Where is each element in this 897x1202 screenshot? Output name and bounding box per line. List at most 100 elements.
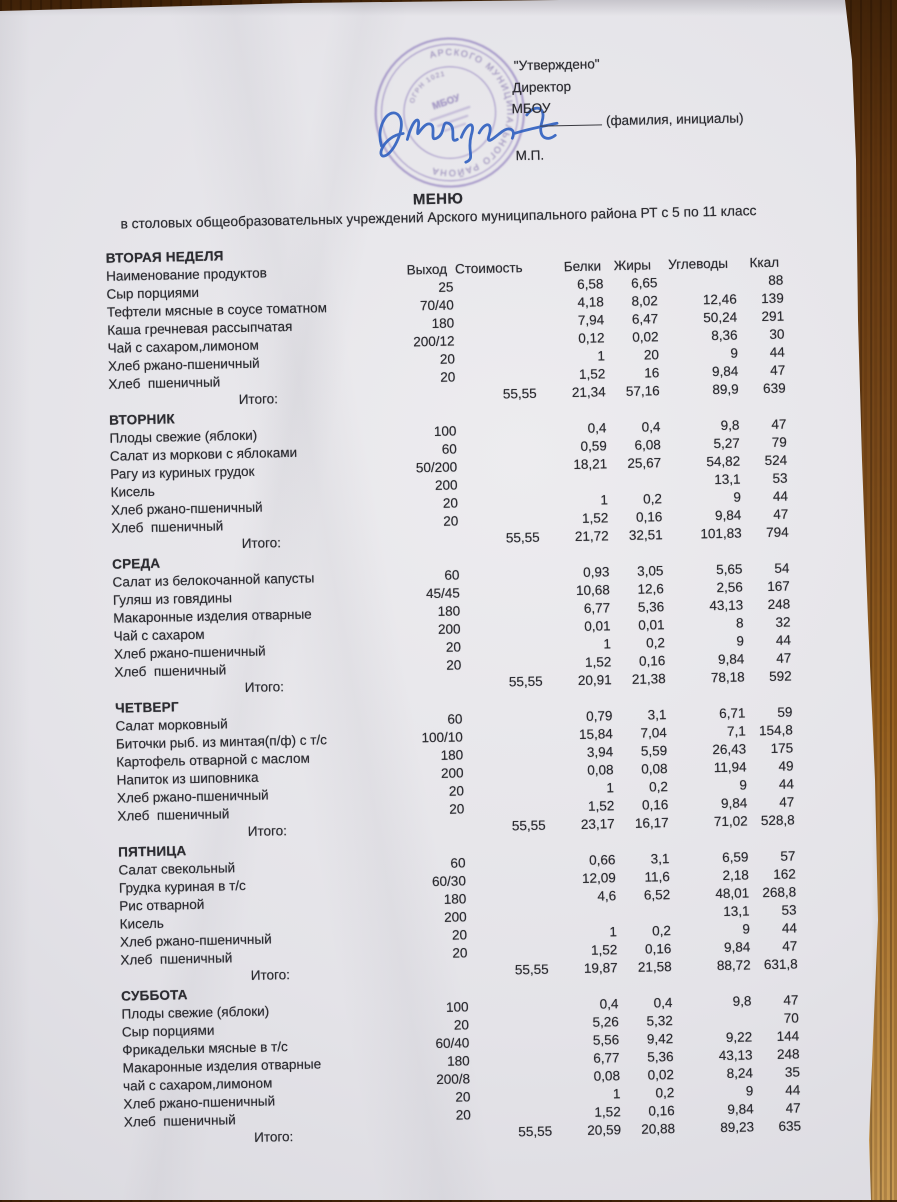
carbs: 12,46: [702, 291, 737, 308]
fat: 20,88: [641, 1121, 676, 1137]
cost: [454, 313, 535, 333]
kcal: [745, 686, 792, 705]
kcal: 631,8: [763, 956, 798, 973]
stamp-place-label: М.П.: [515, 147, 545, 164]
fat: 0,08: [641, 761, 668, 777]
fat: 5,36: [637, 599, 665, 615]
kcal: 47: [782, 938, 798, 954]
portion-size: 45/45: [425, 585, 460, 602]
portion-size: 200: [440, 765, 464, 781]
kcal: 44: [781, 920, 798, 936]
kcal: 44: [769, 344, 786, 360]
protein: 20,91: [577, 672, 612, 688]
fat: 0,16: [641, 797, 669, 813]
fat: 0,2: [649, 779, 669, 795]
cost: [467, 943, 548, 963]
portion-size: 20: [440, 369, 456, 385]
cost: [452, 241, 533, 261]
kcal: 53: [772, 470, 788, 486]
portion-size: 20: [453, 1017, 470, 1033]
fat: 6,65: [630, 275, 658, 291]
protein: 21,34: [571, 384, 606, 401]
portion-size: 20: [445, 639, 462, 655]
cost: [464, 799, 545, 819]
protein: [547, 905, 616, 924]
fat: 25,67: [627, 455, 662, 471]
cost: [466, 871, 547, 891]
carbs: [657, 273, 736, 293]
fat: 0,2: [645, 635, 666, 651]
kcal: 47: [785, 1100, 801, 1116]
portion-size: 200/8: [436, 1071, 471, 1088]
carbs: 6,59: [721, 849, 749, 866]
kcal: 59: [777, 704, 793, 720]
kcal: 79: [771, 434, 787, 450]
kcal: 57: [780, 848, 796, 864]
protein: 1,52: [581, 510, 609, 526]
portion-size: 100: [433, 423, 457, 439]
cost: [468, 979, 549, 999]
kcal: 639: [762, 380, 786, 397]
protein: 12,09: [581, 870, 616, 886]
signature-line-row: (фамилия, инициалы): [539, 109, 744, 129]
name-hint-label: (фамилия, инициалы): [605, 110, 744, 129]
portion-size: 60/30: [431, 873, 467, 890]
carbs: 71,02: [713, 813, 748, 830]
protein: 1: [606, 780, 615, 796]
cost: [459, 547, 540, 567]
kcal: 44: [785, 1082, 801, 1098]
carbs: 8,24: [726, 1065, 754, 1081]
cost: [457, 457, 538, 477]
cost: [458, 493, 539, 513]
portion-size: [401, 980, 468, 999]
kcal: [742, 542, 789, 561]
carbs: [673, 1010, 752, 1030]
protein: 0,12: [578, 330, 605, 346]
fat: 0,2: [652, 923, 672, 939]
cost: 55,55: [518, 1123, 553, 1140]
protein: 0,79: [586, 708, 613, 724]
fat: 32,51: [628, 527, 663, 543]
portion-size: 100: [445, 999, 469, 1015]
protein: [549, 977, 618, 996]
fat: 0,16: [644, 941, 672, 957]
protein: [540, 545, 609, 564]
fat: 6,47: [631, 311, 659, 327]
fat: [602, 238, 656, 257]
fat: 3,1: [647, 707, 667, 723]
kcal: [735, 236, 782, 255]
portion-size: 60: [441, 441, 457, 457]
fat: 0,2: [655, 1085, 675, 1101]
cost: [456, 421, 537, 441]
kcal: 794: [765, 524, 789, 541]
kcal: 162: [773, 866, 796, 882]
kcal: 47: [771, 416, 787, 432]
portion-size: [404, 1124, 471, 1143]
protein: 5,26: [592, 1014, 620, 1030]
protein: 0,08: [587, 762, 614, 778]
cost: [465, 835, 546, 855]
fat: 3,1: [650, 851, 670, 867]
cost: 55,55: [511, 817, 546, 834]
protein: 10,68: [575, 582, 610, 599]
carbs: 6,71: [718, 705, 746, 722]
portion-size: 200: [437, 621, 461, 637]
carbs: 9,84: [717, 651, 745, 668]
portion-size: [389, 404, 456, 423]
carbs: 9,8: [720, 417, 740, 433]
portion-size: 180: [440, 747, 464, 763]
portion-size: 60: [447, 711, 463, 727]
fat: 5,32: [646, 1013, 673, 1029]
fat: [618, 976, 672, 995]
signature-line: [539, 112, 603, 127]
fat: [612, 688, 666, 707]
fat: [615, 832, 669, 851]
carbs: 9: [736, 633, 745, 649]
protein: [533, 239, 602, 258]
cost: [468, 997, 549, 1017]
kcal: 524: [764, 452, 788, 469]
portion-size: [398, 818, 465, 837]
cost: [459, 565, 540, 585]
portion-size: 70/40: [419, 297, 454, 314]
protein: 1,52: [578, 366, 606, 382]
